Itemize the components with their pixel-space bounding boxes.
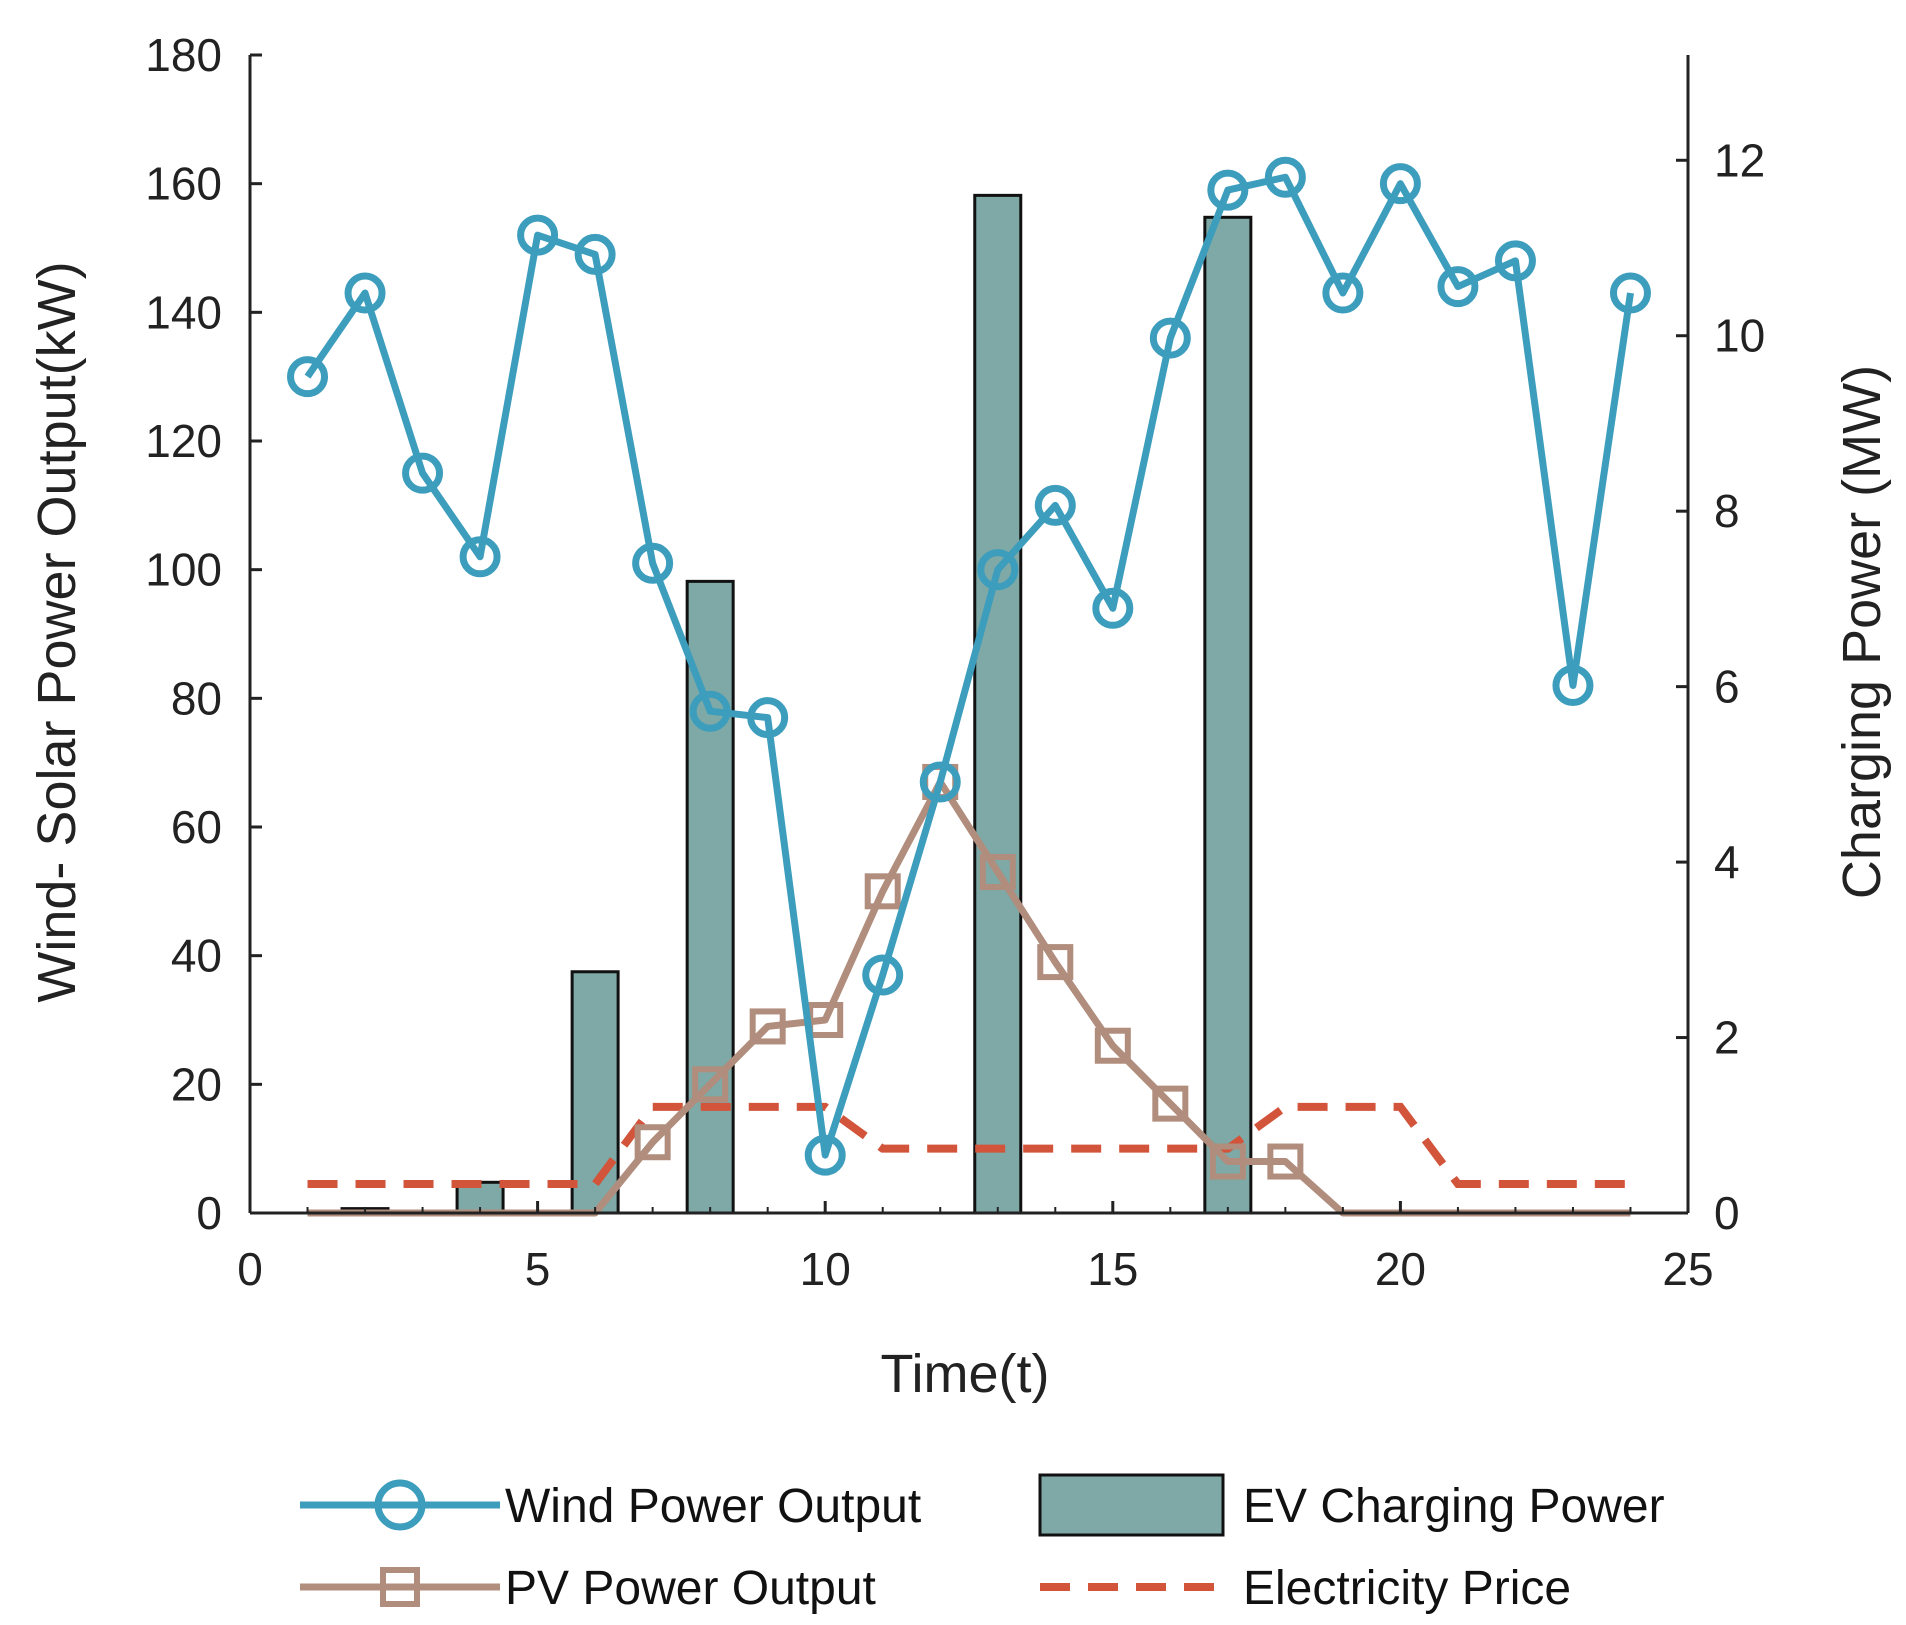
wind-marker-t16: [1149, 317, 1191, 359]
wind-marker-t10: [804, 1134, 846, 1176]
legend: Wind Power Output EV Charging Power PV P…: [300, 1473, 1665, 1615]
wind-marker-t14: [1034, 484, 1076, 526]
wind-marker-t3: [402, 452, 444, 494]
wind-marker-t1: [287, 356, 329, 398]
y-left-tick-label-120: 120: [145, 415, 222, 467]
wind-marker-t18: [1264, 156, 1306, 198]
x-tick-label-0: 0: [237, 1243, 263, 1295]
legend-price-label: Electricity Price: [1243, 1562, 1571, 1615]
wind-marker-t9: [747, 697, 789, 739]
y-right-tick-label-0: 0: [1714, 1187, 1740, 1239]
y-left-tick-label-60: 60: [171, 801, 222, 853]
y-right-tick-label-4: 4: [1714, 836, 1740, 888]
legend-item-ev: EV Charging Power: [1038, 1473, 1665, 1537]
wind-marker-t13: [977, 549, 1019, 591]
x-tick-label-5: 5: [525, 1243, 551, 1295]
pv-marker-t8: [692, 1066, 729, 1103]
legend-item-pv: PV Power Output: [300, 1562, 876, 1615]
y-left-tick-label-100: 100: [145, 544, 222, 596]
legend-wind-label: Wind Power Output: [505, 1480, 921, 1533]
wind-marker-t19: [1322, 272, 1364, 314]
ev-bar-t6: [570, 970, 620, 1215]
wind-marker-t11: [862, 954, 904, 996]
wind-marker-t7: [632, 542, 674, 584]
pv-marker-t14: [1037, 944, 1074, 981]
y-right-tick-label-12: 12: [1714, 134, 1765, 186]
y-right-tick-label-6: 6: [1714, 661, 1740, 713]
electricity-price-line: [307, 1102, 1631, 1189]
wind-marker-t23: [1552, 664, 1594, 706]
y-left-tick-label-140: 140: [145, 286, 222, 338]
electricity-price-series: [307, 1102, 1631, 1189]
ev-charging-bars: [340, 193, 1253, 1215]
legend-pv-label: PV Power Output: [505, 1562, 876, 1615]
legend-ev-label: EV Charging Power: [1243, 1480, 1665, 1533]
pv-marker-t15: [1094, 1027, 1131, 1064]
y-axis-left-title: Wind- Solar Power Output(kW): [27, 261, 87, 1002]
y-left-tick-label-180: 180: [145, 29, 222, 81]
x-axis-title: Time(t): [881, 1344, 1050, 1404]
x-tick-label-25: 25: [1662, 1243, 1713, 1295]
legend-item-wind: Wind Power Output: [300, 1479, 921, 1533]
pv-marker-t16: [1152, 1085, 1189, 1122]
y-left-tick-label-20: 20: [171, 1058, 222, 1110]
ev-bar-t13: [973, 193, 1023, 1215]
axes: 0 5 10 15 20 25020406080100120140160180024681…: [145, 29, 1765, 1295]
wind-marker-t20: [1379, 163, 1421, 205]
pv-marker-t18: [1267, 1143, 1304, 1180]
wind-marker-t2: [344, 272, 386, 314]
legend-item-price: Electricity Price: [1040, 1562, 1571, 1615]
legend-ev-swatch: [1038, 1473, 1225, 1537]
wind-marker-t22: [1494, 240, 1536, 282]
y-right-tick-label-2: 2: [1714, 1012, 1740, 1064]
wind-marker-t24: [1609, 272, 1651, 314]
y-left-tick-label-160: 160: [145, 158, 222, 210]
pv-marker-t7: [634, 1124, 671, 1161]
wind-marker-t12: [919, 761, 961, 803]
pv-marker-t11: [864, 873, 901, 910]
wind-marker-t8: [689, 690, 731, 732]
legend-wind-marker: [374, 1479, 426, 1531]
x-tick-label-10: 10: [800, 1243, 851, 1295]
y-right-tick-label-10: 10: [1714, 310, 1765, 362]
wind-line: [304, 173, 1634, 1159]
legend-pv-marker: [380, 1567, 420, 1607]
wind-marker-t21: [1437, 266, 1479, 308]
pv-marker-t13: [979, 854, 1016, 891]
y-left-tick-label-80: 80: [171, 672, 222, 724]
y-right-tick-label-8: 8: [1714, 485, 1740, 537]
pv-marker-t17: [1209, 1143, 1246, 1180]
y-left-tick-label-0: 0: [196, 1187, 222, 1239]
wind-marker-t6: [574, 233, 616, 275]
wind-marker-t4: [459, 536, 501, 578]
wind-power-series: [287, 156, 1651, 1176]
wind-marker-t17: [1207, 169, 1249, 211]
x-tick-label-20: 20: [1375, 1243, 1426, 1295]
wind-marker-t15: [1092, 587, 1134, 629]
ev-bar-t17: [1203, 215, 1253, 1215]
wind-marker-t5: [517, 214, 559, 256]
pv-marker-t9: [749, 1008, 786, 1045]
y-axis-right-title: Charging Power (MW): [1832, 365, 1892, 899]
x-tick-label-15: 15: [1087, 1243, 1138, 1295]
y-left-tick-label-40: 40: [171, 930, 222, 982]
